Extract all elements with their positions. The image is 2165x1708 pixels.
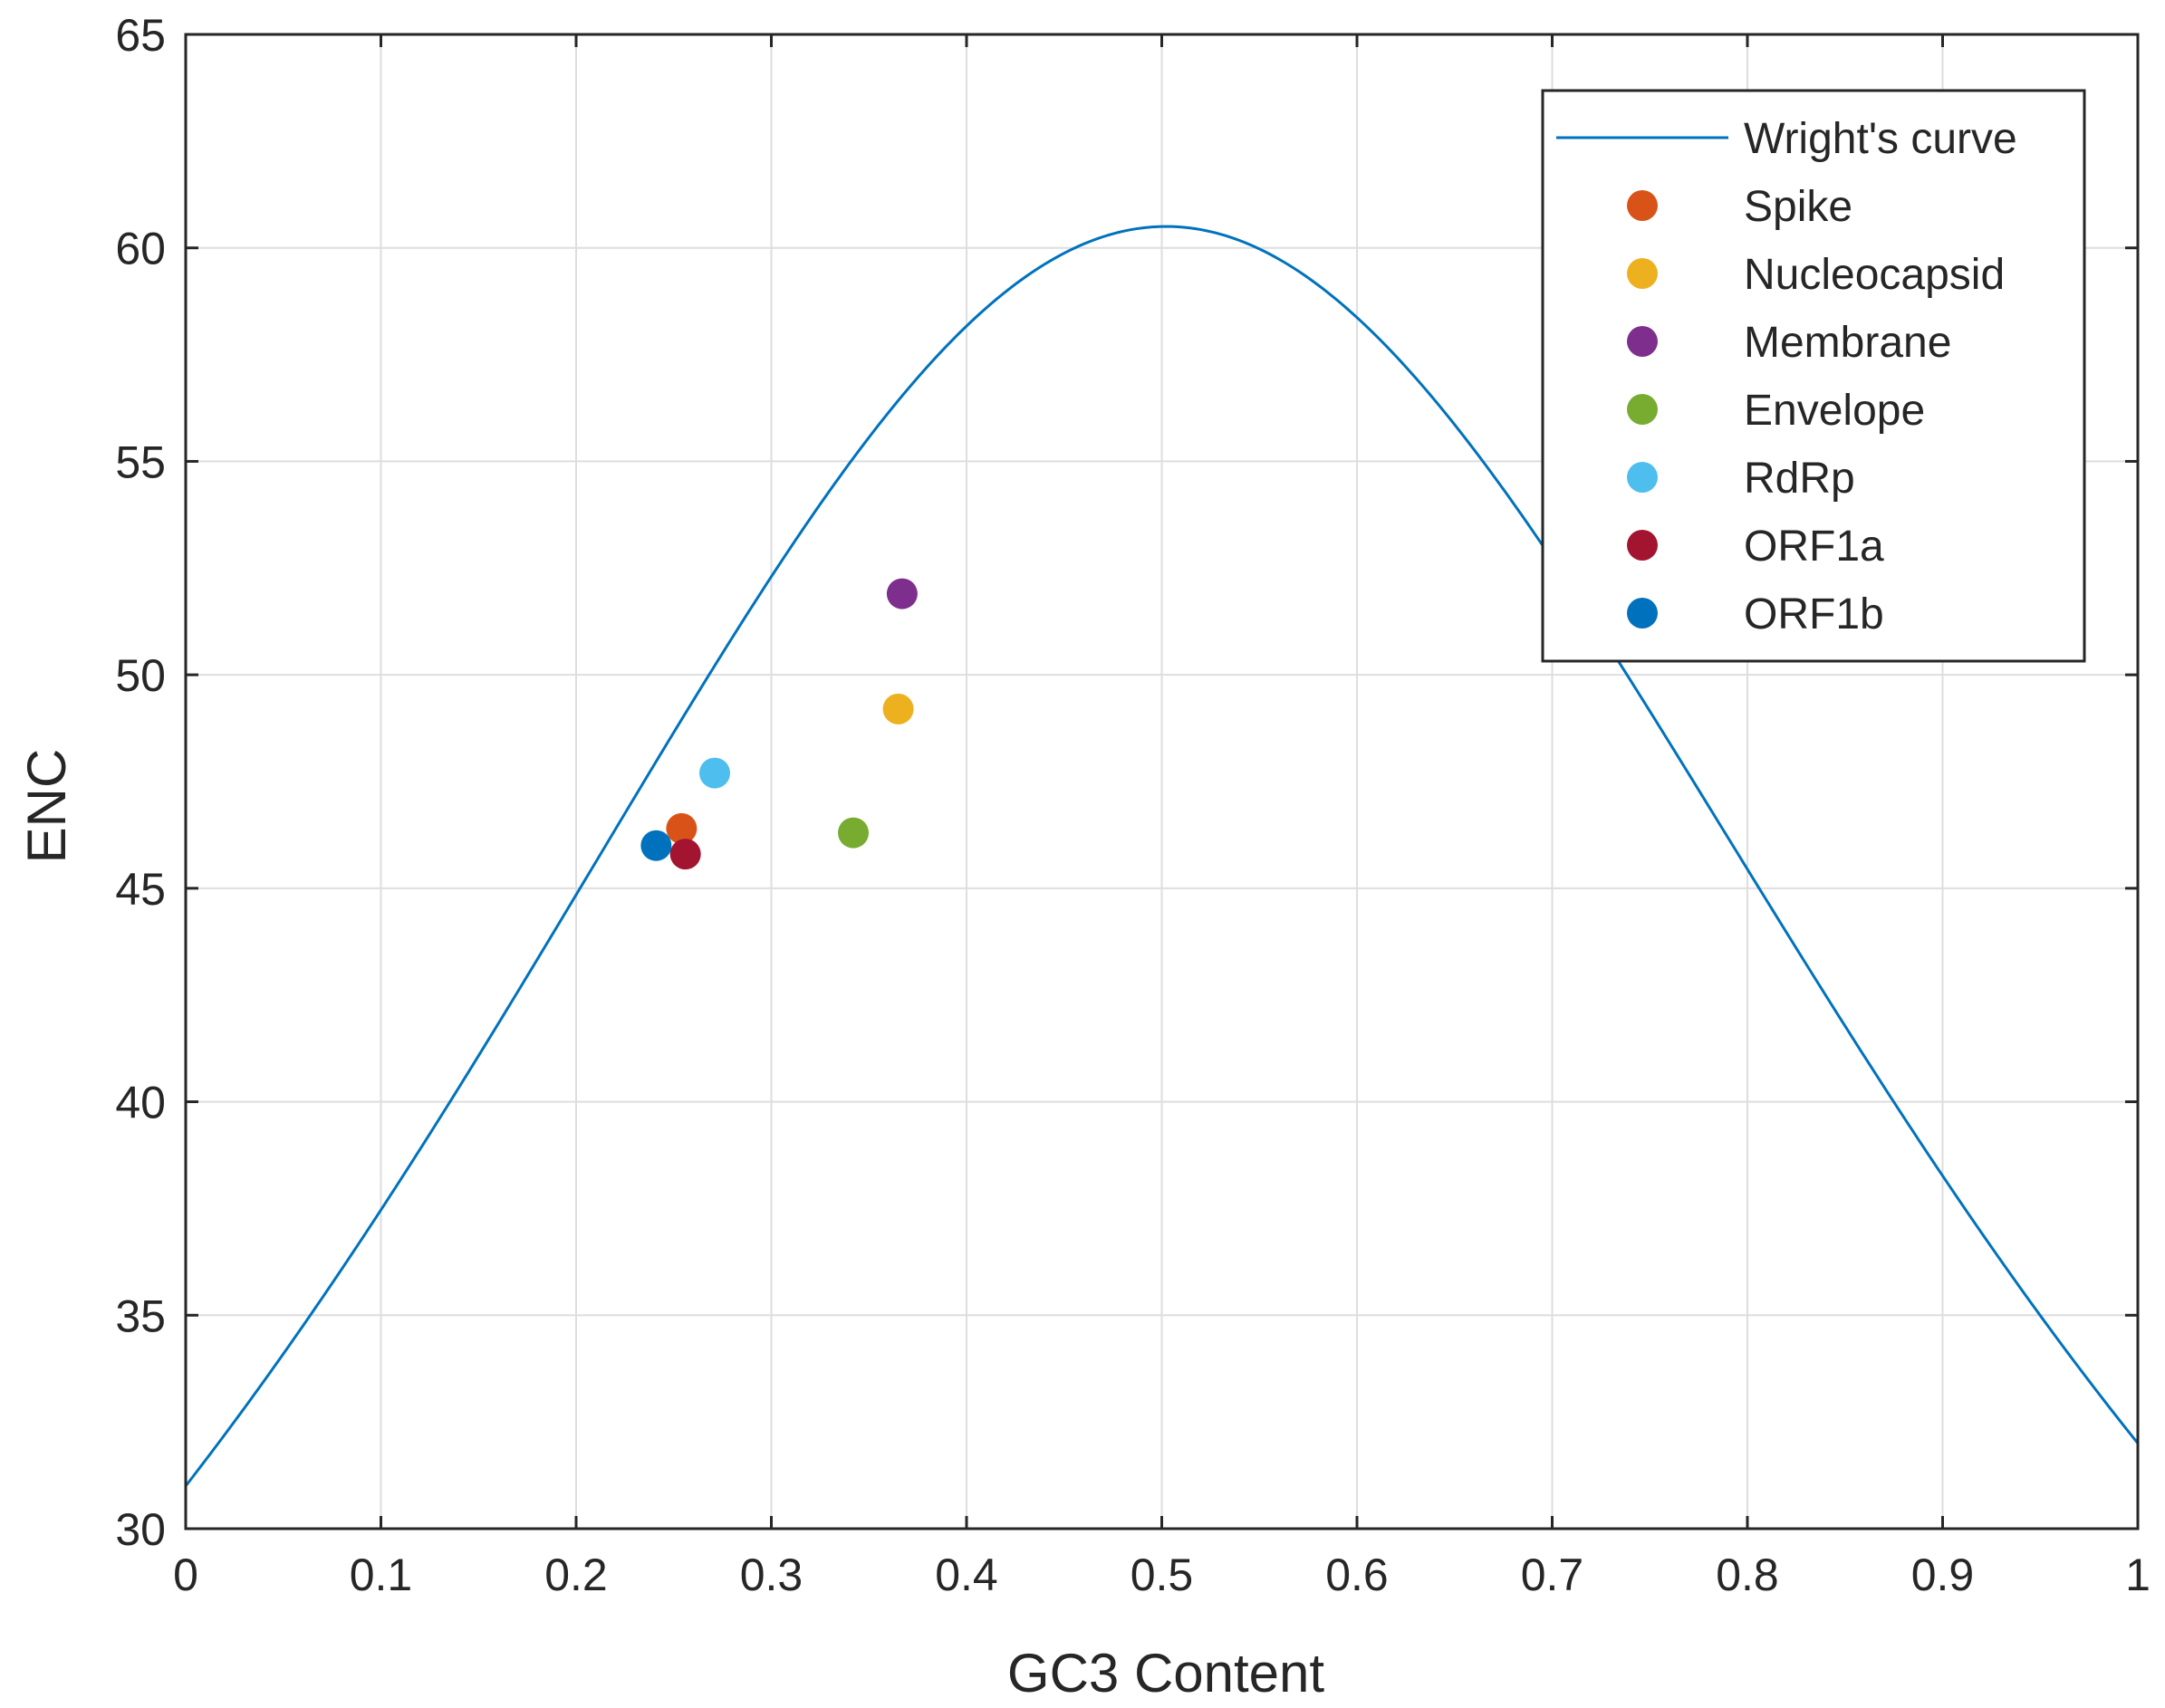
- y-tick-label: 30: [115, 1504, 166, 1555]
- x-tick-label: 0.6: [1325, 1550, 1389, 1600]
- x-tick-label: 0.2: [544, 1550, 608, 1600]
- legend-label-spike: Spike: [1744, 183, 1852, 231]
- ticks: 0 0.1 0.2 0.3 0.4 0.5 0.6 0.7 0.8 0.9 1 30 35 40 45 50 5…: [115, 10, 2151, 1600]
- y-tick-label: 55: [115, 437, 166, 487]
- legend-swatch-membrane: [1627, 326, 1658, 357]
- y-axis-label: ENC: [16, 749, 77, 864]
- y-tick-label: 40: [115, 1078, 166, 1128]
- legend-label-envelope: Envelope: [1744, 387, 1925, 435]
- y-tick-label: 65: [115, 10, 166, 61]
- x-axis-label: GC3 Content: [1007, 1643, 1325, 1703]
- y-tick-label: 60: [115, 224, 166, 274]
- x-tick-label: 0.7: [1521, 1550, 1584, 1600]
- x-tick-label: 0.3: [740, 1550, 803, 1600]
- point-spike: [666, 812, 698, 844]
- legend-swatch-spike: [1627, 190, 1658, 221]
- legend-swatch-orf1b: [1627, 598, 1658, 629]
- legend-swatch-rdrp: [1627, 462, 1658, 493]
- legend-swatch-orf1a: [1627, 530, 1658, 561]
- data-points: [640, 578, 918, 870]
- legend-label-membrane: Membrane: [1744, 319, 1951, 367]
- x-tick-label: 1: [2125, 1550, 2151, 1600]
- x-tick-label: 0.1: [350, 1550, 413, 1600]
- legend-label-orf1b: ORF1b: [1744, 590, 1884, 638]
- x-tick-label: 0.9: [1911, 1550, 1975, 1600]
- point-orf1a: [669, 839, 701, 870]
- legend-label-nucleocapsid: Nucleocapsid: [1744, 251, 2005, 299]
- legend-swatch-nucleocapsid: [1627, 258, 1658, 289]
- wright-curve-line: [184, 225, 2140, 1487]
- x-tick-label: 0.5: [1131, 1550, 1194, 1600]
- legend-label-rdrp: RdRp: [1744, 455, 1855, 503]
- legend-label-wrights-curve: Wright's curve: [1744, 115, 2017, 163]
- legend: Wright's curve Spike Nucleocapsid Membrane E…: [1541, 89, 2086, 663]
- x-tick-label: 0.4: [935, 1550, 998, 1600]
- point-membrane: [886, 578, 918, 609]
- x-tick-label: 0.8: [1716, 1550, 1779, 1600]
- x-tick-label: 0: [173, 1550, 198, 1600]
- point-rdrp: [699, 757, 731, 789]
- point-orf1b: [640, 830, 672, 861]
- y-tick-label: 45: [115, 864, 166, 915]
- y-tick-label: 50: [115, 650, 166, 701]
- legend-box: [1541, 89, 2086, 663]
- y-tick-label: 35: [115, 1291, 166, 1341]
- point-envelope: [838, 817, 870, 849]
- legend-label-orf1a: ORF1a: [1744, 523, 1884, 571]
- point-nucleocapsid: [882, 693, 914, 724]
- legend-swatch-envelope: [1627, 394, 1658, 425]
